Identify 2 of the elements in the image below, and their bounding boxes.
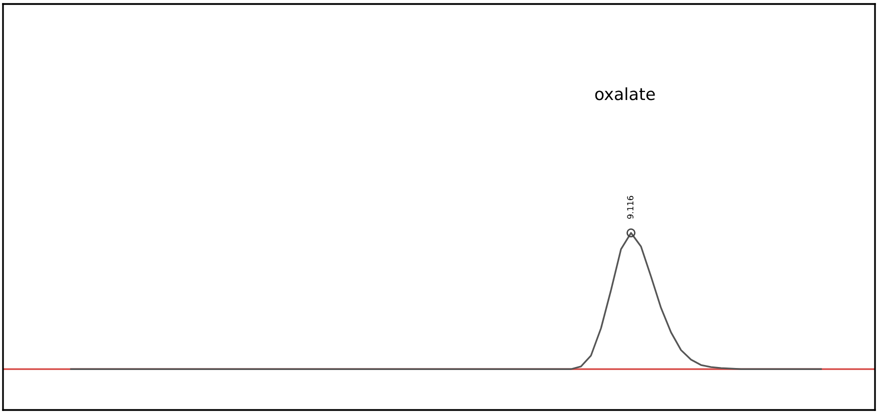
text: oxalate	[595, 87, 655, 100]
text: 9.116	[627, 196, 634, 219]
